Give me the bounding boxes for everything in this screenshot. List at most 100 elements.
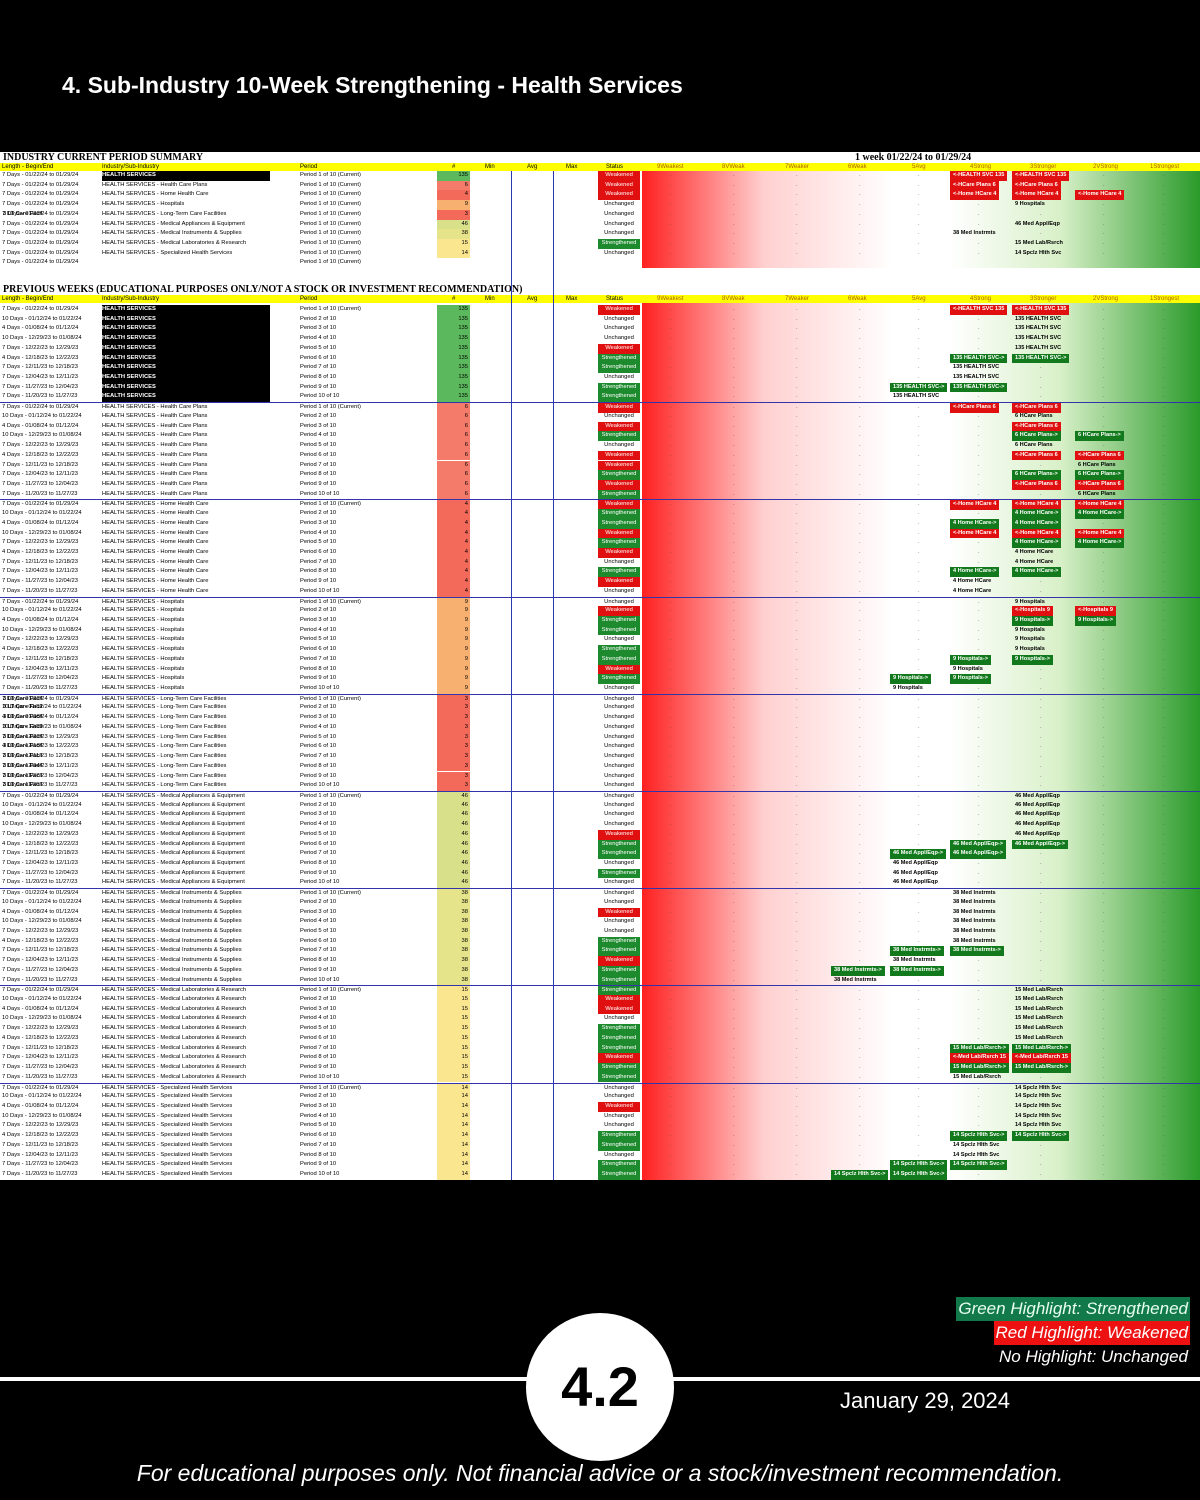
rank-dot: . <box>1163 743 1165 750</box>
rank-dot: . <box>796 1170 798 1177</box>
rank-dot: . <box>1163 374 1165 381</box>
rank-dot: . <box>1163 480 1165 487</box>
status-cell: Unchanged <box>604 636 634 643</box>
period-cell: Period 3 of 10 <box>300 811 337 818</box>
length-cell: 7 Days - 12/04/23 to 12/11/23 <box>2 1054 78 1061</box>
rank-dot: . <box>1163 987 1165 994</box>
rank-dot: . <box>733 172 735 178</box>
rank-dot: . <box>1040 966 1042 973</box>
rank-dot: . <box>796 626 798 633</box>
rank-dot: . <box>670 840 672 847</box>
rank-dot: . <box>859 665 861 672</box>
rank-dot: . <box>859 1084 861 1091</box>
rank-dot: . <box>918 743 920 750</box>
period-cell: Period 3 of 10 <box>300 714 337 721</box>
table-row: 7 Days - 12/22/23 to 12/29/23 HEALTH SERV… <box>0 538 1200 548</box>
rank-dot: . <box>1103 1141 1105 1148</box>
industry-cell: HEALTH SERVICES - Medical Instruments & … <box>102 890 242 897</box>
industry-cell: HEALTH SERVICES - Home Health Care <box>102 558 209 565</box>
rank-dot: . <box>859 587 861 594</box>
status-cell: Unchanged <box>604 801 634 808</box>
rank-dot: . <box>978 461 980 468</box>
status-cell: Strengthened <box>598 645 640 655</box>
period-cell: Period 4 of 10 <box>300 432 337 439</box>
rank-dot: . <box>978 753 980 760</box>
rank-dot: . <box>918 578 920 585</box>
rank-dot: . <box>859 869 861 876</box>
header-vweak: 8VWeak <box>722 164 745 170</box>
rank-dot: . <box>918 1122 920 1129</box>
rank-dot: . <box>859 519 861 526</box>
rank-dot: . <box>1163 675 1165 682</box>
rank-dot: . <box>796 695 798 702</box>
summary-rows: 7 Days - 01/22/24 to 01/29/24 HEALTH SERV… <box>0 171 1200 268</box>
industry-cell: HEALTH SERVICES - Medical Appliances & E… <box>102 859 245 866</box>
rank-label: <-Home HCare 4 <box>1075 190 1125 201</box>
header-status: Status <box>606 164 624 170</box>
count-cell: 38 <box>437 956 470 966</box>
industry-cell: HEALTH SERVICES - Health Care Plans <box>102 422 208 429</box>
period-cell: Period 1 of 10 (Current) <box>300 201 361 208</box>
status-cell: Unchanged <box>604 230 634 237</box>
status-cell: Strengthened <box>598 1063 640 1073</box>
length-cell: 7 Days - 12/11/23 to 12/18/23 <box>2 1141 78 1148</box>
count-cell: 15 <box>437 1024 470 1034</box>
rank-dot: . <box>859 442 861 449</box>
length-cell: 4 Days - 12/18/23 to 12/22/23 <box>2 937 79 944</box>
status-cell: Strengthened <box>598 625 640 636</box>
rank-dot: . <box>1103 519 1105 526</box>
rank-dot: . <box>918 821 920 828</box>
rank-dot: . <box>978 1112 980 1119</box>
period-cell: Period 6 of 10 <box>300 451 337 458</box>
status-cell: Unchanged <box>604 1093 634 1100</box>
rank-label: 135 HEALTH SVC-> <box>890 382 948 393</box>
count-cell: 4 <box>437 586 470 597</box>
rank-dot: . <box>859 335 861 342</box>
length-cell: 7 Days - 01/22/24 to 01/29/24 <box>2 890 79 897</box>
rank-dot: . <box>918 811 920 818</box>
period-cell: Period 9 of 10 <box>300 480 337 487</box>
rank-label: 15 Med Lab/Rsrch-> <box>950 1043 1010 1054</box>
length-cell: 10 Days - 12/29/23 to 01/08/24 <box>2 821 82 828</box>
rank-dot: . <box>978 685 980 692</box>
status-cell: Unchanged <box>604 762 634 769</box>
table-row: 7 Days - 11/27/23 to 12/04/23 HEALTH SERV… <box>0 674 1200 685</box>
rank-dot: . <box>670 937 672 944</box>
rank-label: <-Hospitals 9 <box>1075 606 1116 616</box>
count-cell: 15 <box>437 239 470 249</box>
rank-dot: . <box>1163 1054 1165 1061</box>
rank-dot: . <box>733 519 735 526</box>
rank-dot: . <box>796 344 798 351</box>
length-cell: 4 Days - 12/18/23 to 12/22/23 <box>2 743 79 750</box>
rank-dot: . <box>1163 685 1165 692</box>
length-cell: 10 Days - 01/12/24 to 01/22/24 <box>2 412 82 419</box>
table-row: 10 Days - 12/29/23 to 01/08/24 HEALTH SER… <box>0 722 1200 733</box>
rank-dot: . <box>733 1141 735 1148</box>
period-cell: Period 7 of 10 <box>300 947 337 954</box>
rank-dot: . <box>1103 908 1105 915</box>
rank-dot: . <box>733 762 735 769</box>
table-row: 7 Days - 01/22/24 to 01/29/24 HEALTH SERV… <box>0 985 1200 997</box>
rank-dot: . <box>1040 1161 1042 1168</box>
rank-dot: . <box>1103 578 1105 585</box>
header-weak: 6Weak <box>848 296 867 302</box>
rank-dot: . <box>1103 859 1105 866</box>
count-cell: 38 <box>437 946 470 957</box>
length-cell: 7 Days - 12/22/23 to 12/29/23 <box>2 830 79 837</box>
industry-cell: HEALTH SERVICES - Hospitals <box>102 675 185 682</box>
rank-dot: . <box>978 987 980 994</box>
rank-dot: . <box>978 1025 980 1032</box>
rank-dot: . <box>733 626 735 633</box>
period-cell: Period 2 of 10 <box>300 996 337 1003</box>
length-cell: 7 Days - 11/20/23 to 11/27/23 <box>2 782 78 789</box>
rank-dot: . <box>733 210 735 217</box>
rank-label: 9 Hospitals-> <box>950 674 991 684</box>
rank-label: 9 Hospitals <box>1015 646 1045 653</box>
period-cell: Period 2 of 10 <box>300 801 337 808</box>
rank-dot: . <box>1163 172 1165 178</box>
rank-dot: . <box>1103 675 1105 682</box>
rank-dot: . <box>733 1102 735 1109</box>
rank-dot: . <box>978 879 980 886</box>
rank-label: 4 Home HCare <box>1015 558 1054 565</box>
rank-dot: . <box>918 181 920 188</box>
